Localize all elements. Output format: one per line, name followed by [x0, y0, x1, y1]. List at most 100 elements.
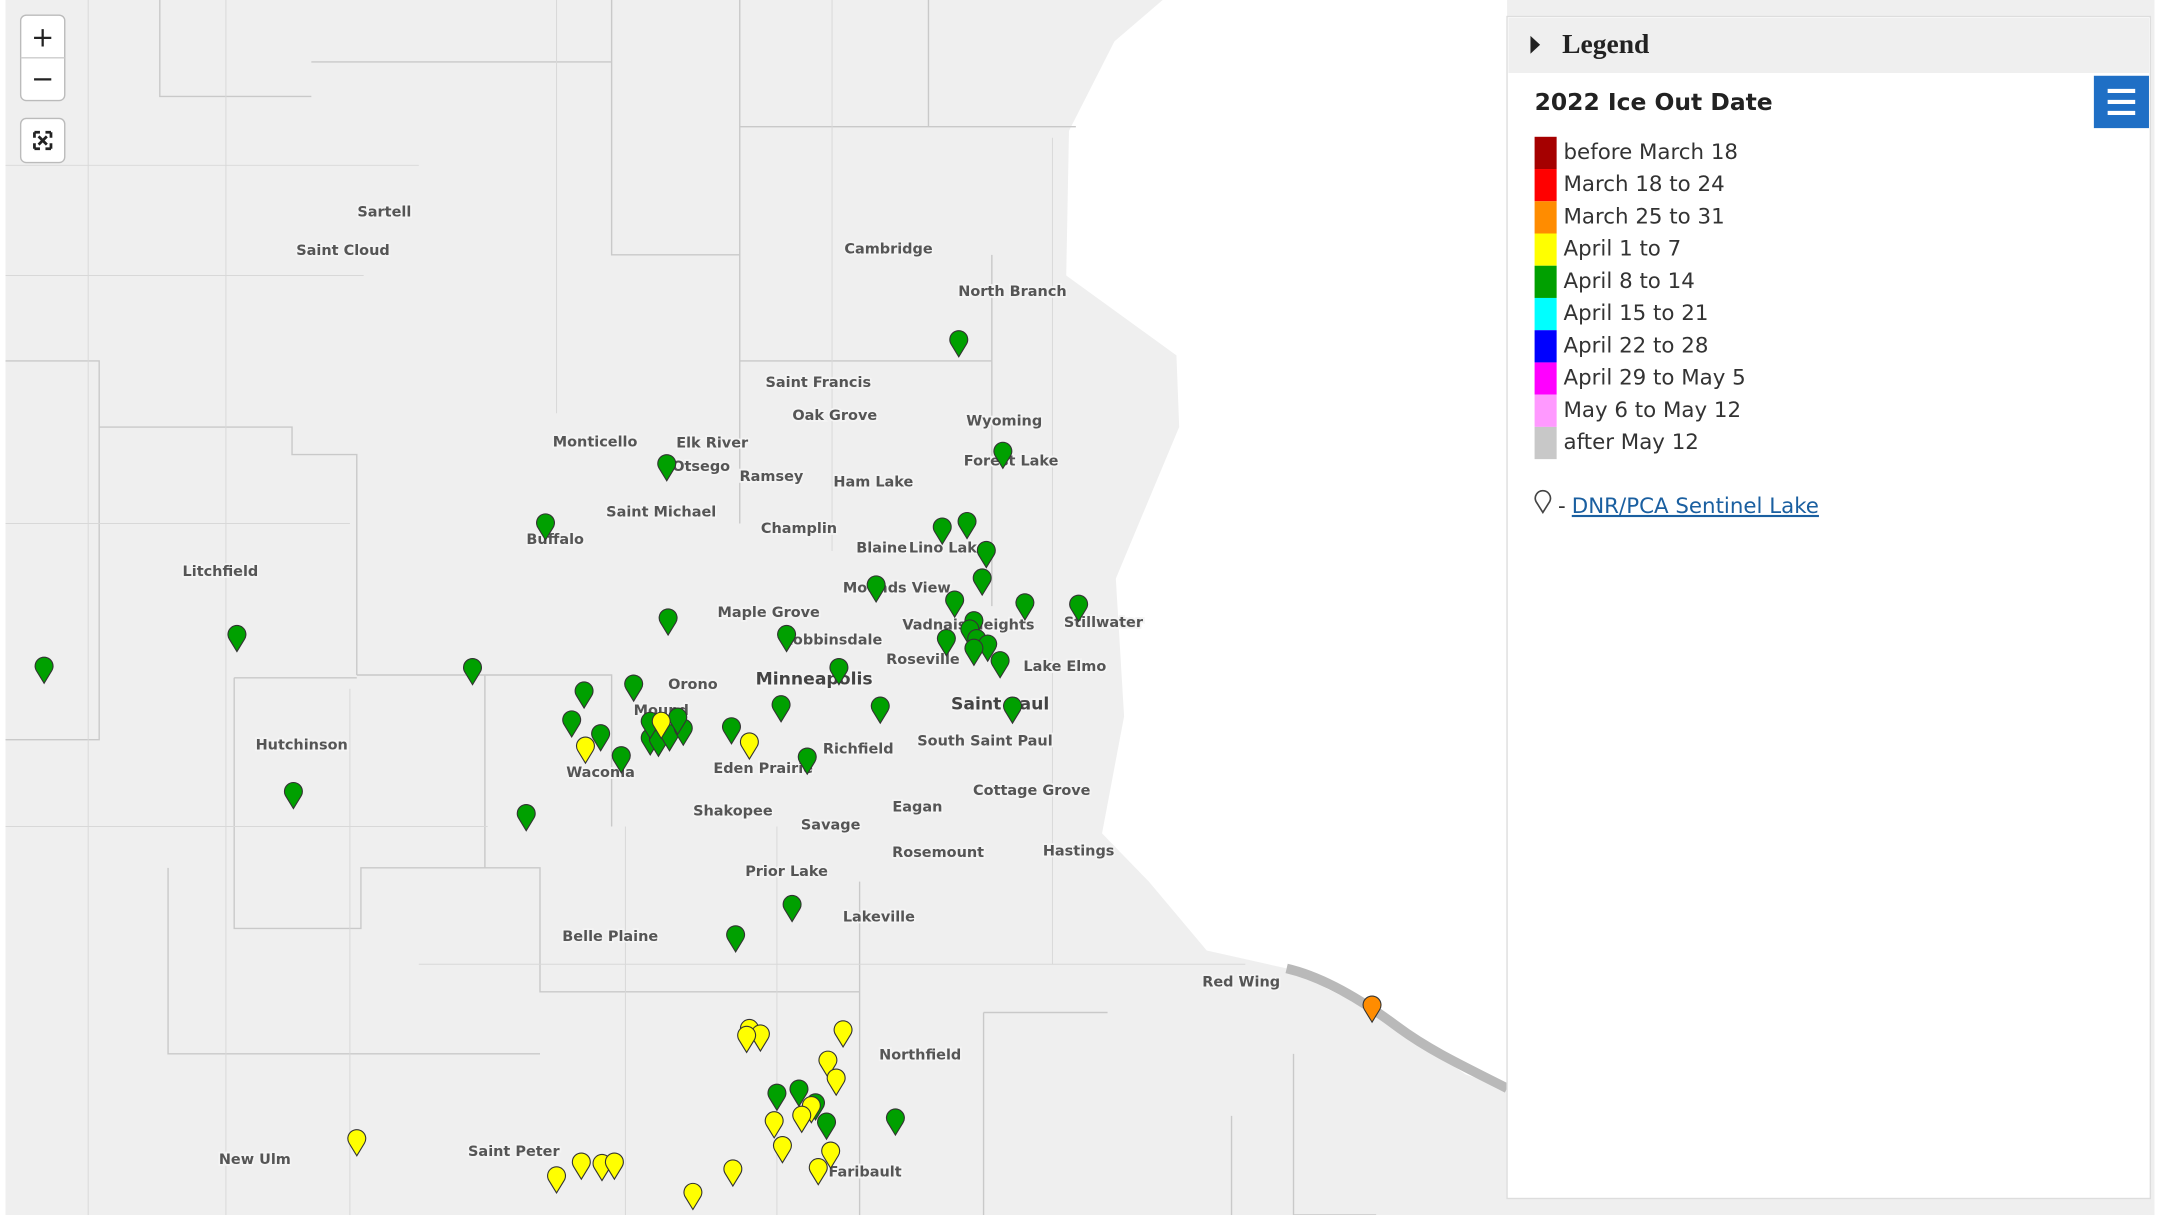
place-label: Ham Lake	[833, 474, 913, 490]
lake-marker[interactable]	[1069, 594, 1089, 623]
legend-swatch	[1534, 265, 1557, 298]
place-label: North Branch	[958, 284, 1066, 300]
legend-swatch	[1534, 233, 1557, 266]
lake-marker[interactable]	[792, 1105, 812, 1134]
legend-toggle[interactable]	[1530, 35, 1541, 54]
lake-marker[interactable]	[777, 624, 797, 653]
lake-marker[interactable]	[574, 681, 594, 710]
legend-label: April 8 to 14	[1564, 269, 1695, 294]
legend-swatch	[1534, 426, 1557, 460]
lake-marker[interactable]	[683, 1182, 703, 1211]
lake-marker[interactable]	[945, 590, 965, 619]
lake-marker[interactable]	[604, 1152, 624, 1181]
lake-marker[interactable]	[463, 657, 482, 686]
place-label: Mounds View	[843, 580, 951, 596]
lake-marker[interactable]	[936, 629, 956, 657]
wisconsin-area	[1066, 0, 1508, 1089]
lake-marker[interactable]	[767, 1083, 787, 1112]
place-label: Maple Grove	[717, 605, 820, 621]
lake-marker[interactable]	[818, 1050, 838, 1079]
lake-marker[interactable]	[949, 330, 969, 358]
lake-marker[interactable]	[547, 1166, 567, 1195]
legend-swatch	[1534, 297, 1557, 331]
place-label: Litchfield	[183, 564, 259, 580]
lake-marker[interactable]	[771, 695, 791, 723]
lake-marker[interactable]	[575, 736, 595, 765]
sentinel-link[interactable]: DNR/PCA Sentinel Lake	[1572, 494, 1819, 519]
lake-marker[interactable]	[283, 781, 303, 810]
legend-swatch	[1534, 136, 1557, 170]
legend-swatch	[1534, 362, 1557, 395]
place-label: Cottage Grove	[973, 783, 1091, 799]
lake-marker[interactable]	[789, 1079, 809, 1108]
place-label: Lakeville	[843, 910, 915, 926]
place-label: Eden Prairie	[713, 761, 813, 777]
lake-marker[interactable]	[1003, 696, 1022, 725]
place-label: Rosemount	[892, 845, 984, 861]
place-label: Forest Lake	[964, 454, 1059, 470]
legend-label: before March 18	[1564, 140, 1738, 165]
legend-box	[1506, 15, 2152, 1200]
lake-marker[interactable]	[964, 638, 984, 667]
lake-marker[interactable]	[723, 1159, 743, 1188]
lake-marker[interactable]	[976, 540, 996, 569]
lake-marker[interactable]	[829, 657, 849, 686]
legend-swatch	[1534, 330, 1557, 363]
lake-marker[interactable]	[764, 1111, 784, 1139]
lake-marker[interactable]	[866, 575, 886, 604]
lake-marker[interactable]	[1015, 593, 1035, 621]
lake-marker[interactable]	[657, 454, 677, 482]
legend-swatch	[1534, 394, 1557, 427]
zoom-out[interactable]: −	[31, 63, 54, 95]
legend-header-text[interactable]: Legend	[1562, 28, 1650, 59]
place-label: Belle Plaine	[562, 929, 658, 945]
legend-panel: Legend 2022 Ice Out Date before March 18…	[1506, 15, 2152, 1200]
place-label: Ramsey	[740, 469, 804, 485]
lake-marker[interactable]	[821, 1141, 841, 1170]
lake-marker[interactable]	[227, 624, 247, 653]
lake-marker[interactable]	[726, 925, 746, 953]
lake-marker[interactable]	[972, 568, 992, 597]
lake-marker[interactable]	[782, 894, 802, 923]
lake-marker[interactable]	[347, 1129, 367, 1157]
lake-marker[interactable]	[651, 711, 671, 740]
lake-marker[interactable]	[536, 513, 556, 542]
place-label: Minneapolis	[756, 670, 873, 690]
place-label: Blaine	[856, 540, 907, 556]
place-label: Northfield	[879, 1047, 961, 1063]
place-label: Hutchinson	[256, 737, 348, 753]
lake-marker[interactable]	[562, 710, 582, 739]
lake-marker[interactable]	[957, 511, 977, 540]
lake-marker[interactable]	[737, 1025, 757, 1054]
lake-marker[interactable]	[591, 724, 611, 752]
place-label: Robbinsdale	[782, 633, 883, 649]
legend-header[interactable]	[1508, 17, 2149, 74]
lake-marker[interactable]	[611, 746, 631, 774]
lake-marker[interactable]	[1362, 995, 1382, 1024]
lake-marker[interactable]	[721, 717, 741, 745]
lake-marker[interactable]	[932, 517, 952, 546]
lake-marker[interactable]	[772, 1135, 792, 1164]
lake-marker[interactable]	[34, 656, 54, 685]
zoom-in[interactable]: +	[31, 22, 54, 54]
lake-marker[interactable]	[624, 674, 644, 703]
lake-marker[interactable]	[885, 1108, 905, 1137]
lake-marker[interactable]	[658, 608, 678, 637]
lake-markers	[34, 330, 1382, 1211]
lake-marker[interactable]	[870, 696, 890, 725]
legend-label: after May 12	[1564, 430, 1699, 455]
lake-marker[interactable]	[571, 1152, 591, 1181]
place-label: Roseville	[886, 652, 960, 668]
place-label: South Saint Paul	[917, 733, 1052, 749]
lake-marker[interactable]	[817, 1112, 837, 1141]
lake-marker[interactable]	[516, 803, 536, 832]
fullscreen-button[interactable]	[19, 117, 66, 164]
lake-marker[interactable]	[833, 1020, 853, 1048]
lake-marker[interactable]	[993, 441, 1013, 470]
lake-marker[interactable]	[808, 1158, 828, 1186]
lake-marker[interactable]	[797, 747, 817, 776]
lake-marker[interactable]	[739, 732, 759, 761]
place-label: New Ulm	[219, 1152, 291, 1168]
lake-marker[interactable]	[826, 1068, 846, 1097]
lake-marker[interactable]	[990, 651, 1010, 679]
